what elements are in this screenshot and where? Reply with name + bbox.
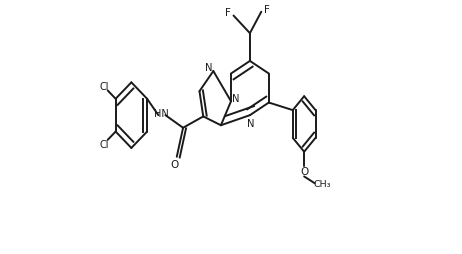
Text: CH₃: CH₃ bbox=[314, 180, 331, 188]
Text: O: O bbox=[170, 160, 179, 170]
Text: N: N bbox=[205, 63, 212, 73]
Text: Cl: Cl bbox=[99, 139, 109, 149]
Text: N: N bbox=[248, 119, 255, 129]
Text: Cl: Cl bbox=[99, 82, 109, 92]
Text: O: O bbox=[300, 167, 308, 177]
Text: F: F bbox=[264, 5, 270, 15]
Text: N: N bbox=[232, 94, 240, 104]
Text: F: F bbox=[225, 8, 231, 19]
Text: HN: HN bbox=[153, 109, 168, 119]
